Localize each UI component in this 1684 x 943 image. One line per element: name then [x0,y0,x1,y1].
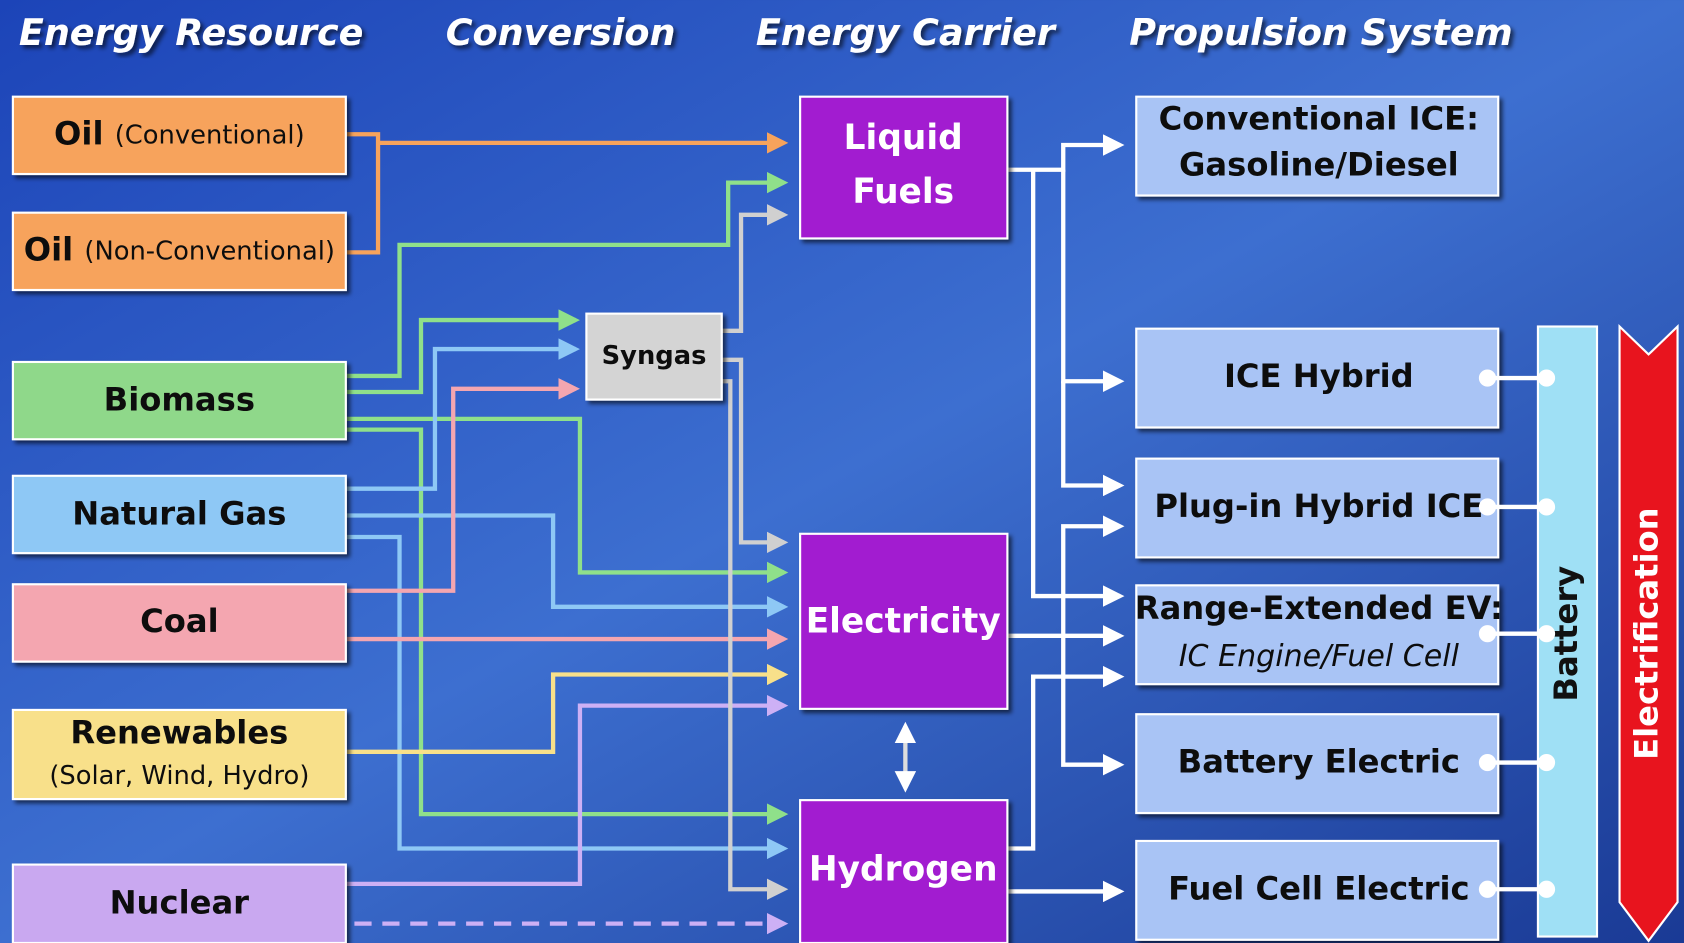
resource-label: Oil (Non-Conventional) [24,230,335,268]
resource-label: Nuclear [110,883,250,921]
syngas-label: Syngas [602,341,707,371]
resource-label: Biomass [104,381,255,419]
carrier-label: Fuels [852,172,954,212]
resource-label: Coal [140,602,219,640]
header: Energy Carrier [756,11,1057,54]
header: Energy Resource [19,11,364,54]
header: Propulsion System [1129,11,1512,54]
propulsion-label: Plug-in Hybrid ICE [1154,487,1483,525]
carrier-label: Liquid [844,118,963,158]
header: Conversion [446,11,676,54]
electrification-label: Electrification [1628,507,1666,759]
propulsion-label: Range-Extended EV: [1135,589,1503,627]
carrier-label: Hydrogen [809,850,998,890]
resource-label: Oil (Conventional) [54,114,305,152]
resource-label: Renewables [70,714,288,752]
propulsion-label: ICE Hybrid [1224,357,1414,395]
propulsion-label: Battery Electric [1178,743,1460,781]
conversion: Syngas [586,314,721,400]
carrier-label: Electricity [806,601,1001,641]
propulsion-sublabel: IC Engine/Fuel Cell [1179,639,1460,674]
diagram: Energy Resource Conversion Energy Carrie… [0,0,1684,943]
resource-label: Natural Gas [72,495,286,533]
propulsion-label: Gasoline/Diesel [1179,145,1459,183]
resource-note: (Solar, Wind, Hydro) [49,761,309,791]
column-headers: Energy Resource Conversion Energy Carrie… [19,11,1513,54]
propulsion-label: Conventional ICE: [1159,99,1479,137]
propulsion-label: Fuel Cell Electric [1168,869,1470,907]
